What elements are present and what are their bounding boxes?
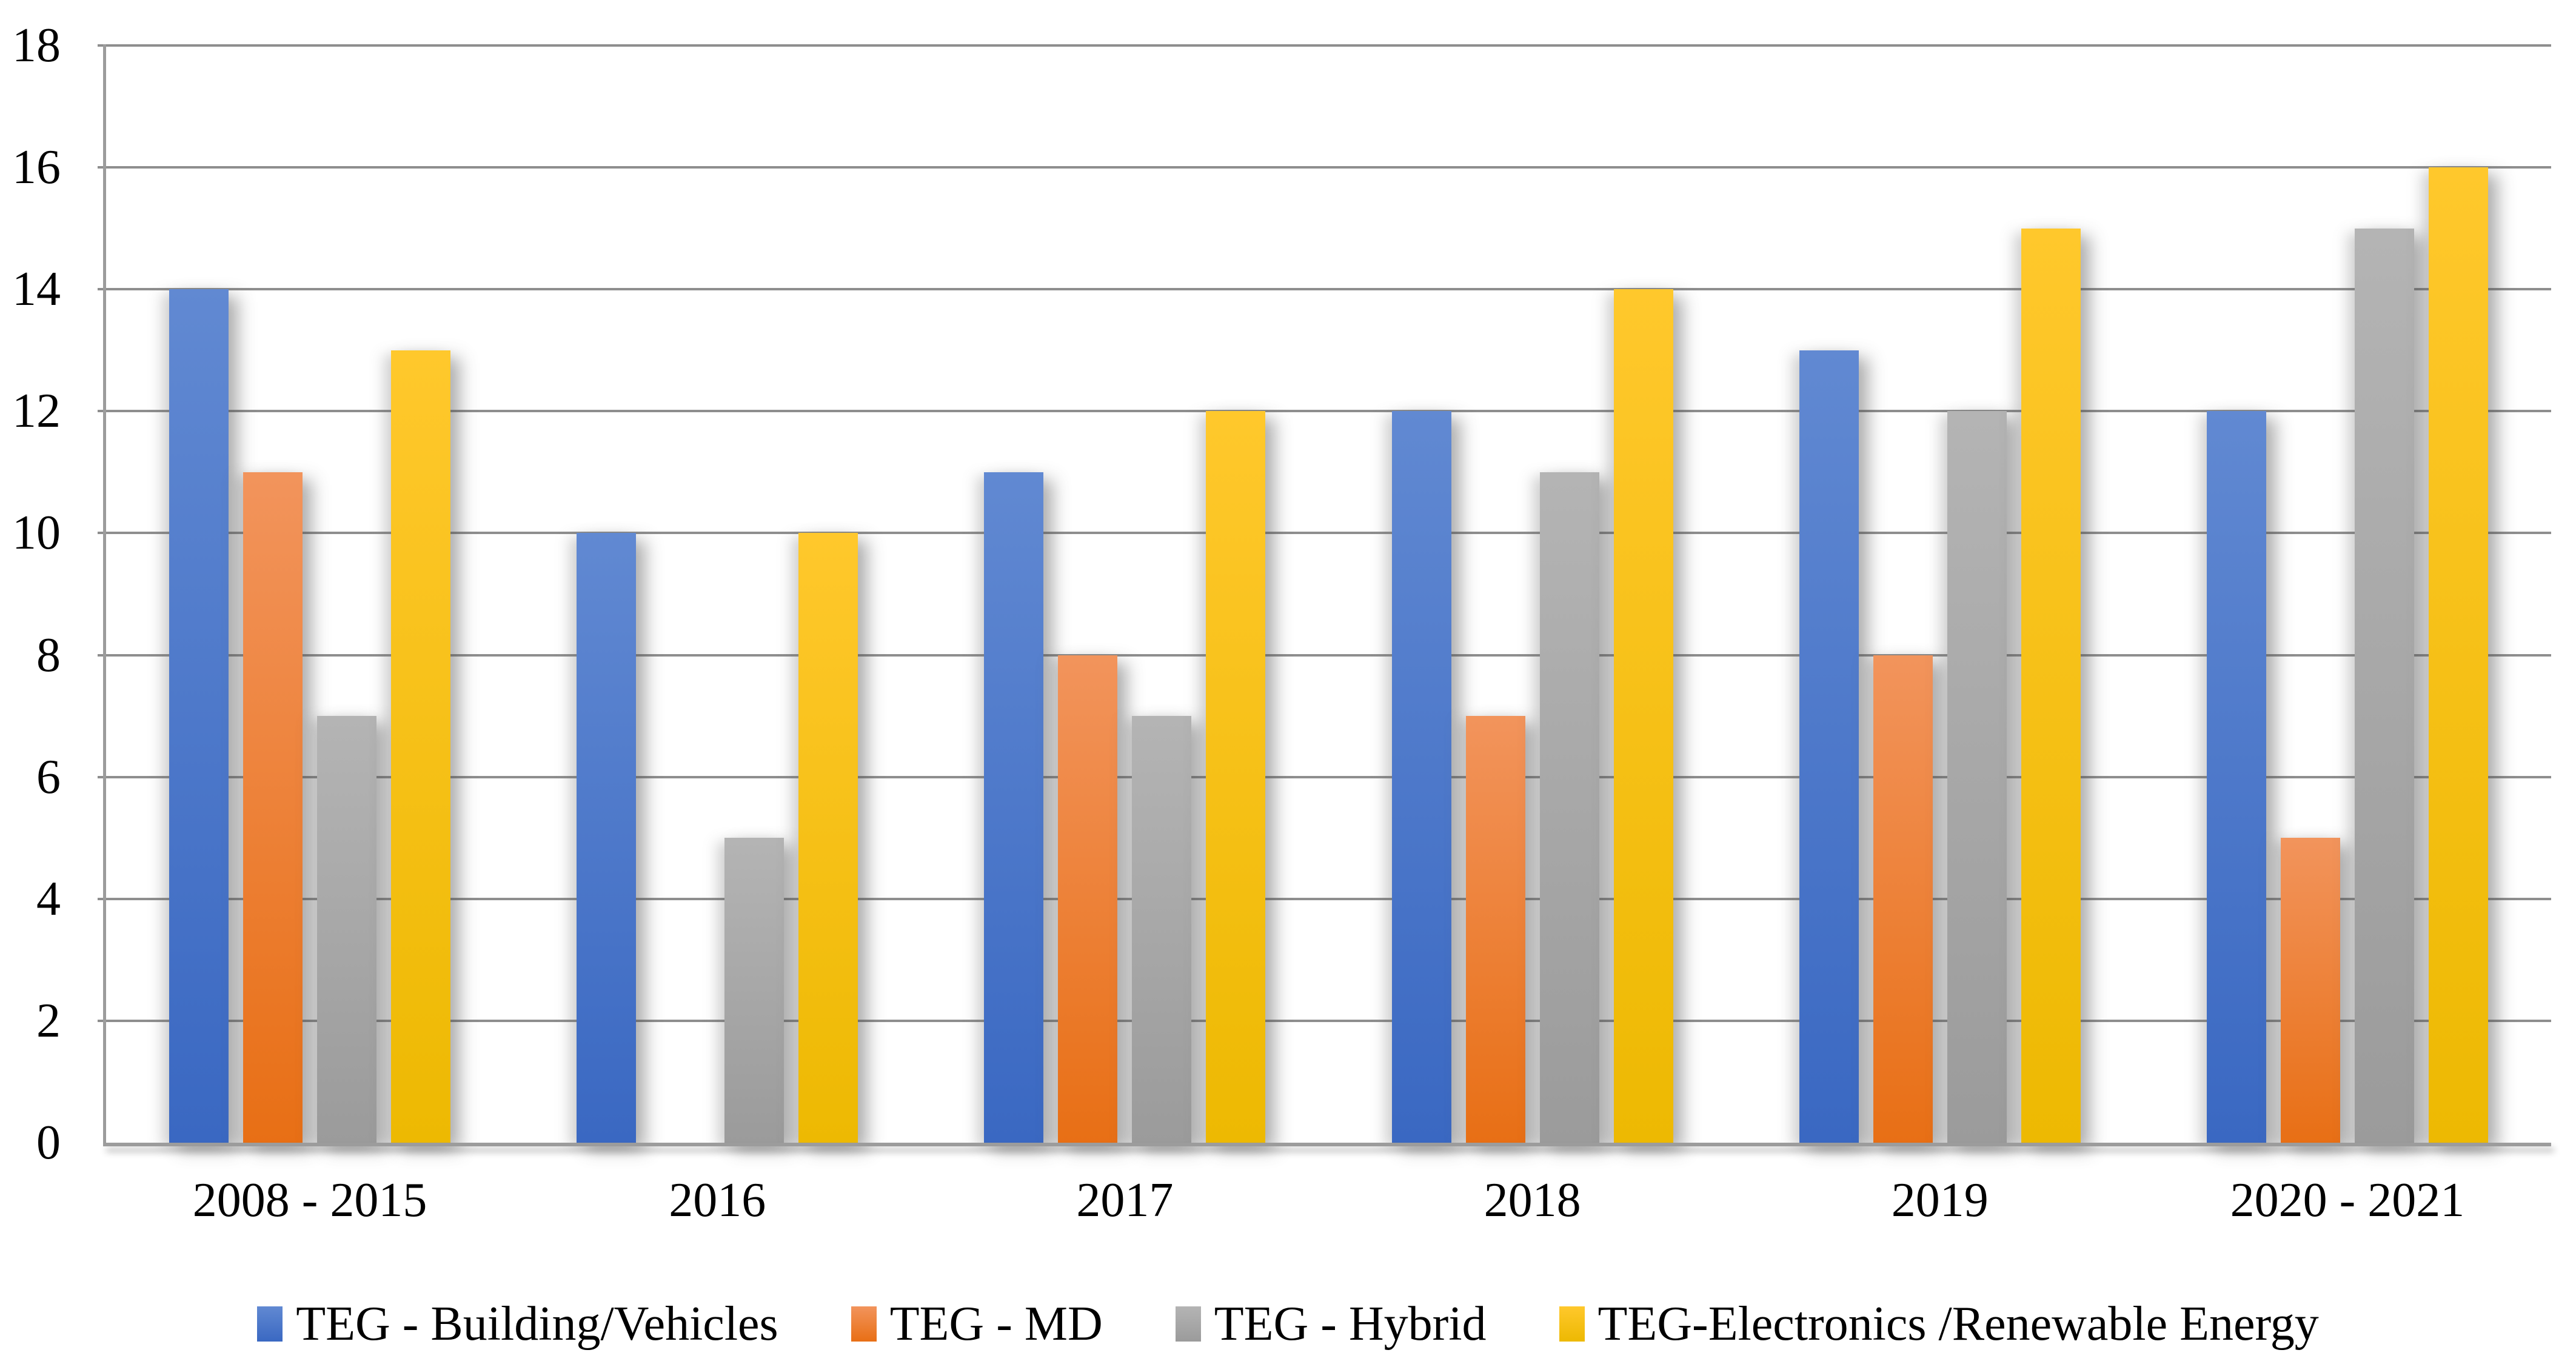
plot-area [98, 44, 2551, 1146]
bar [798, 533, 858, 1143]
bar [2280, 838, 2340, 1143]
legend-label: TEG - MD [889, 1297, 1103, 1351]
bar [2428, 167, 2488, 1143]
gridline-y-8 [98, 653, 2551, 657]
bar [2354, 228, 2414, 1143]
y-axis-tick-labels: 0 2 4 6 8 10 12 14 16 18 [0, 21, 61, 1167]
bar-group-2020-2021 [2144, 45, 2551, 1143]
gridline-y-10 [98, 532, 2551, 535]
bar [1206, 411, 1266, 1143]
chart-legend: TEG - Building/Vehicles TEG - MD TEG - Hyb… [0, 1295, 2576, 1352]
bar-group-2008-2015 [106, 45, 514, 1143]
legend-label: TEG-Electronics /Renewable Energy [1597, 1297, 2319, 1351]
y-tick-label: 2 [36, 994, 61, 1048]
bar [169, 289, 229, 1143]
legend-swatch-icon [851, 1306, 877, 1342]
y-tick-label: 8 [36, 628, 61, 682]
bar [1947, 411, 2007, 1143]
legend-swatch-icon [1175, 1306, 1201, 1342]
y-tick-label: 10 [12, 506, 61, 560]
y-tick-label: 0 [36, 1116, 61, 1169]
gridline-y-16 [98, 166, 2551, 169]
bar-group-2019 [1736, 45, 2144, 1143]
gridline-y-18 [98, 44, 2551, 47]
bar [243, 472, 303, 1143]
y-tick-label: 16 [12, 141, 61, 195]
bar [391, 350, 451, 1143]
legend-swatch-icon [257, 1306, 283, 1342]
legend-item: TEG - Hybrid [1175, 1295, 1487, 1352]
bar [1799, 350, 1859, 1143]
x-axis-category-labels: 2008 - 2015 2016 2017 2018 2019 2020 - 2021 [106, 1172, 2551, 1229]
x-category-label: 2018 [1484, 1174, 1581, 1227]
y-tick-label: 14 [12, 262, 61, 316]
bar [1873, 655, 1933, 1143]
bar [1465, 716, 1525, 1143]
x-category-label: 2008 - 2015 [192, 1174, 427, 1227]
legend-item: TEG - Building/Vehicles [257, 1295, 778, 1352]
legend-label: TEG - Hybrid [1214, 1297, 1487, 1351]
x-category-label: 2016 [669, 1174, 766, 1227]
bar [577, 533, 637, 1143]
bar [317, 716, 377, 1143]
gridline-y-12 [98, 410, 2551, 413]
bar-group-2016 [514, 45, 921, 1143]
bar [2021, 228, 2081, 1143]
legend-item: TEG-Electronics /Renewable Energy [1559, 1295, 2319, 1352]
y-tick-label: 4 [36, 872, 61, 926]
bar [1391, 411, 1451, 1143]
gridline-y-4 [98, 897, 2551, 900]
bar-groups [106, 45, 2551, 1143]
x-category-label: 2017 [1076, 1174, 1174, 1227]
x-category-label: 2019 [1891, 1174, 1989, 1227]
y-tick-label: 18 [12, 19, 61, 72]
bar-group-2017 [921, 45, 1328, 1143]
gridline-y-2 [98, 1019, 2551, 1022]
y-tick-label: 6 [36, 750, 61, 804]
legend-item: TEG - MD [851, 1295, 1103, 1352]
x-category-label: 2020 - 2021 [2230, 1174, 2465, 1227]
bar-group-2018 [1329, 45, 1736, 1143]
bar [1613, 289, 1673, 1143]
bar [2206, 411, 2266, 1143]
x-axis-line [103, 1143, 2551, 1146]
bar [1132, 716, 1192, 1143]
gridline-y-14 [98, 288, 2551, 291]
bar [1539, 472, 1599, 1143]
y-axis-line [103, 44, 106, 1145]
bar [1058, 655, 1118, 1143]
legend-label: TEG - Building/Vehicles [296, 1297, 778, 1351]
legend-swatch-icon [1559, 1306, 1585, 1342]
y-tick-label: 12 [12, 384, 61, 438]
bar [724, 838, 785, 1143]
bar [984, 472, 1044, 1143]
gridline-y-6 [98, 775, 2551, 778]
